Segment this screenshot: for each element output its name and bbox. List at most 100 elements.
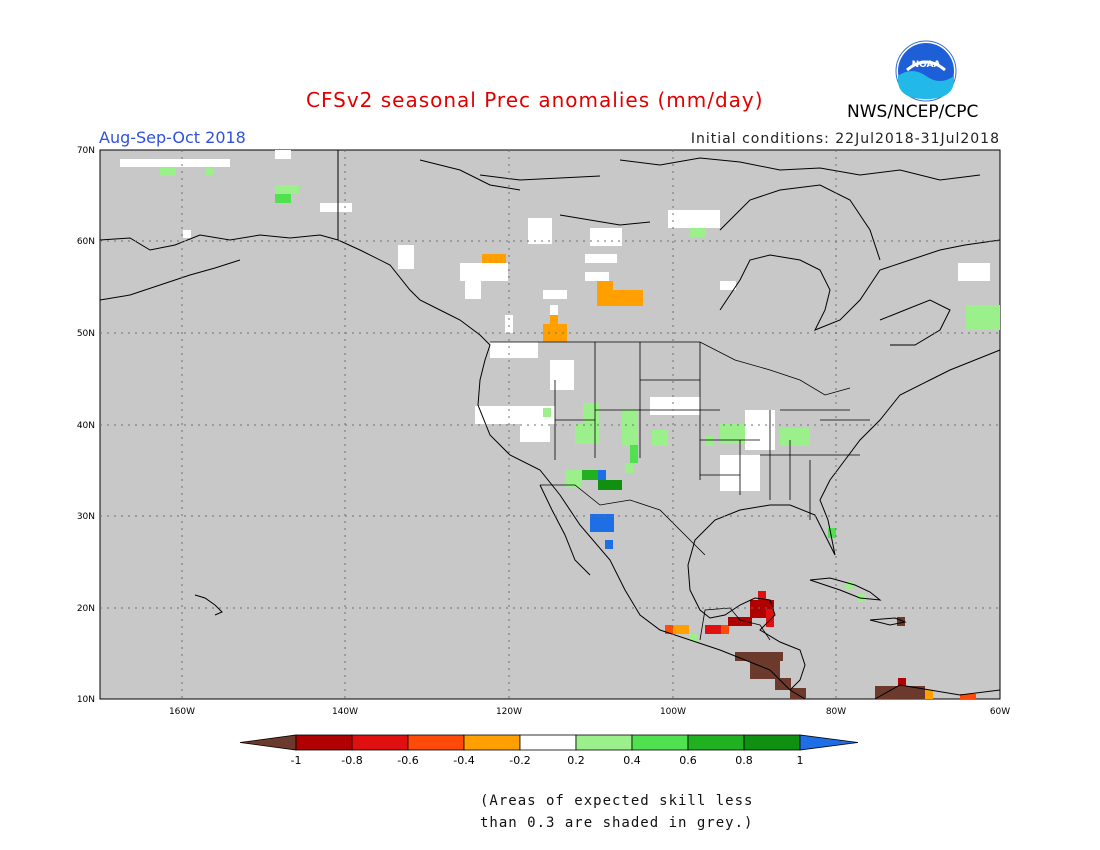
- colorbar-tick-label: 0.8: [735, 754, 753, 767]
- lon-label: 80W: [826, 707, 846, 717]
- anomaly-cell: [925, 690, 933, 699]
- colorbar-tick-label: -0.6: [397, 754, 418, 767]
- footnote-line-1: (Areas of expected skill less: [480, 793, 754, 809]
- anomaly-cell: [622, 410, 638, 446]
- latitude-labels: 70N 60N 50N 40N 30N 20N 10N: [77, 146, 95, 705]
- colorbar-swatch: [519, 734, 577, 751]
- lat-label: 50N: [77, 329, 95, 339]
- anomaly-cell: [160, 167, 176, 176]
- anomaly-cell: [728, 617, 752, 626]
- anomaly-cell: [898, 678, 906, 686]
- anomaly-cell: [720, 281, 736, 290]
- anomaly-cell: [275, 194, 291, 203]
- anomaly-cell: [550, 305, 558, 315]
- anomaly-cell: [652, 430, 668, 446]
- anomaly-cell: [598, 480, 622, 490]
- anomaly-cell: [597, 290, 643, 306]
- logo-text: NOAA: [912, 60, 941, 70]
- anomaly-cell: [960, 694, 976, 699]
- noaa-logo: NOAA: [895, 40, 957, 102]
- colorbar-tick-label: -0.2: [509, 754, 530, 767]
- anomaly-cell: [745, 410, 775, 450]
- anomaly-cell: [460, 263, 508, 281]
- graticule: [100, 150, 1000, 699]
- anomaly-cell: [590, 228, 622, 246]
- anomaly-cell: [475, 406, 555, 424]
- anomaly-cell: [605, 540, 613, 549]
- anomaly-cell: [766, 609, 774, 627]
- anomaly-cell: [625, 463, 633, 473]
- colorbar-tick-label: 0.6: [679, 754, 697, 767]
- anomaly-cell: [845, 582, 853, 590]
- anomaly-cell: [543, 290, 567, 299]
- lon-label: 160W: [169, 707, 195, 717]
- anomaly-cell: [120, 159, 230, 167]
- anomaly-cell: [668, 210, 720, 228]
- colorbar-swatch: [463, 734, 521, 751]
- anomaly-cell: [598, 470, 606, 480]
- colorbar-swatch: [295, 734, 353, 751]
- colorbar-swatch: [743, 734, 801, 751]
- longitude-labels: 160W 140W 120W 100W 80W 60W: [169, 707, 1010, 717]
- anomaly-cell: [590, 514, 614, 532]
- anomaly-cell: [597, 281, 613, 291]
- anomaly-cell: [550, 360, 574, 390]
- anomaly-cell: [630, 445, 638, 463]
- anomaly-cell: [897, 617, 905, 626]
- colorbar-swatch: [407, 734, 465, 751]
- anomaly-cell: [689, 634, 697, 642]
- colorbar-tick-label: 0.4: [623, 754, 641, 767]
- anomaly-cell: [505, 315, 513, 333]
- anomaly-cell: [650, 397, 700, 415]
- colorbar: -1 -0.8 -0.6 -0.4 -0.2 0.2 0.4 0.6 0.8 1: [239, 734, 859, 767]
- colorbar-swatch: [351, 734, 409, 751]
- colorbar-swatch: [631, 734, 689, 751]
- anomaly-cell: [528, 218, 552, 244]
- anomaly-cell: [828, 528, 836, 538]
- anomaly-cell: [875, 686, 925, 699]
- anomaly-cell: [780, 428, 810, 446]
- anomaly-cell: [721, 625, 729, 634]
- anomaly-cell: [183, 230, 191, 238]
- anomaly-cell: [705, 436, 713, 446]
- anomaly-cell: [520, 424, 550, 442]
- lon-label: 140W: [332, 707, 358, 717]
- lat-label: 30N: [77, 512, 95, 522]
- colorbar-tick-label: 0.2: [567, 754, 585, 767]
- colorbar-arrow-high: [799, 734, 859, 751]
- lon-label: 100W: [660, 707, 686, 717]
- colorbar-arrow-low: [239, 734, 297, 751]
- lat-label: 10N: [77, 695, 95, 705]
- anomaly-cell: [582, 470, 598, 480]
- lat-label: 40N: [77, 421, 95, 431]
- colorbar-swatch: [575, 734, 633, 751]
- anomaly-cell: [673, 625, 689, 634]
- anomaly-cell: [665, 625, 673, 634]
- anomaly-cell: [575, 424, 599, 444]
- colorbar-tick-label: -1: [291, 754, 302, 767]
- anomaly-cell: [482, 254, 506, 263]
- anomaly-cell: [275, 185, 299, 194]
- anomaly-cell: [565, 470, 581, 488]
- footnote-line-2: than 0.3 are shaded in grey.): [480, 815, 754, 831]
- anomaly-cell: [320, 203, 352, 212]
- lon-label: 60W: [990, 707, 1010, 717]
- lat-label: 70N: [77, 146, 95, 156]
- lat-label: 20N: [77, 604, 95, 614]
- footnote: (Areas of expected skill less than 0.3 a…: [480, 790, 753, 834]
- anomaly-cell: [966, 305, 1000, 330]
- anomaly-cell: [690, 228, 706, 237]
- colorbar-swatch: [687, 734, 745, 751]
- initial-conditions: Initial conditions: 22Jul2018-31Jul2018: [690, 131, 1000, 147]
- political-boundaries: [490, 341, 870, 641]
- anomaly-cell: [543, 408, 551, 417]
- anomaly-cell: [585, 272, 609, 281]
- lat-label: 60N: [77, 237, 95, 247]
- anomaly-cell: [398, 245, 414, 269]
- anomaly-cell: [958, 263, 990, 281]
- anomaly-cell: [550, 315, 558, 324]
- lon-label: 120W: [496, 707, 522, 717]
- colorbar-tick-label: 1: [797, 754, 804, 767]
- forecast-period: Aug-Sep-Oct 2018: [99, 128, 246, 147]
